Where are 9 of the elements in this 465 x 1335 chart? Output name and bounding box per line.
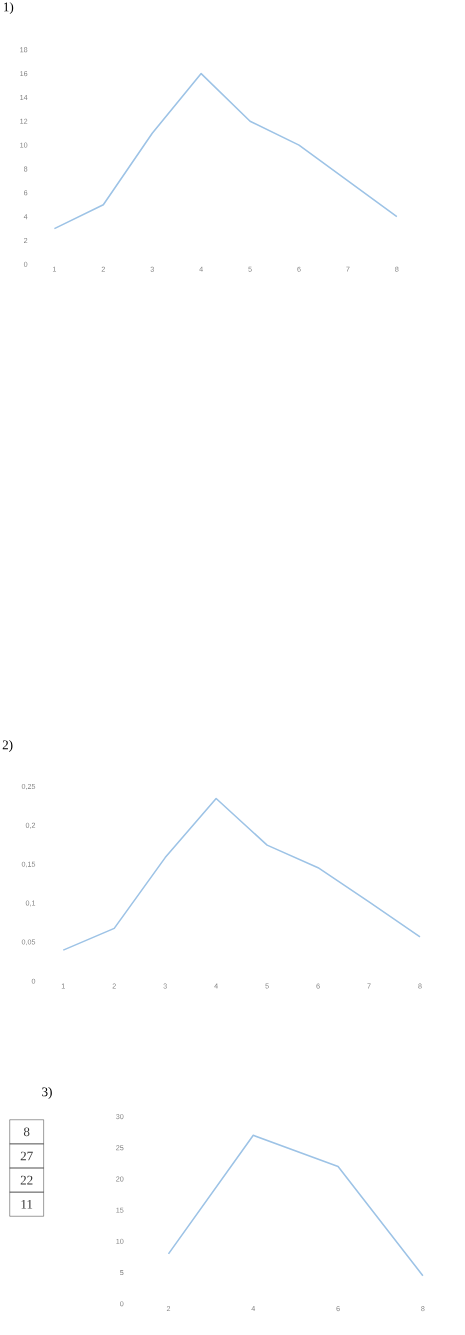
- chart-title: 3): [42, 1087, 52, 1099]
- chart-title: 1): [3, 2, 14, 14]
- line-series: [62, 797, 421, 951]
- text: 11: [21, 1199, 33, 1209]
- text: 22: [20, 1175, 33, 1185]
- chart-title: 2): [2, 740, 13, 752]
- line-series: [167, 1134, 424, 1277]
- line-series: [53, 72, 398, 230]
- text: 27: [20, 1151, 33, 1161]
